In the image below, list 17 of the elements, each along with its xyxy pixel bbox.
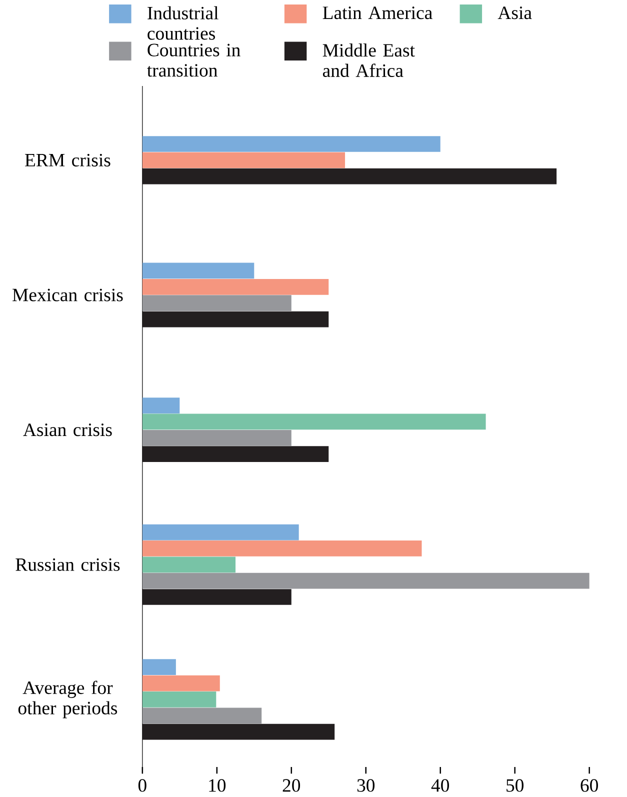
legend-label: Industrial countries	[147, 6, 218, 40]
legend-label: Latin America	[322, 6, 432, 20]
x-tick-label: 20	[282, 779, 300, 792]
y-tick-label: Asian crisis	[22, 424, 112, 436]
x-tick-label: 0	[138, 779, 146, 792]
x-tick-label: 50	[506, 779, 524, 792]
y-tick-label: Russian crisis	[15, 558, 120, 571]
y-tick-label: Average for other periods	[18, 680, 117, 718]
x-tick-label: 10	[208, 779, 226, 792]
legend-label: Countries in transition	[146, 44, 240, 77]
x-tick-label: 60	[580, 779, 598, 792]
y-tick-label: ERM crisis	[24, 154, 110, 166]
x-tick-label: 30	[357, 779, 374, 792]
x-tick-label: 40	[431, 779, 449, 792]
legend-label: Asia	[498, 6, 532, 20]
y-tick-label: Mexican crisis	[12, 288, 123, 302]
legend-label: Middle East and Africa	[322, 43, 415, 77]
